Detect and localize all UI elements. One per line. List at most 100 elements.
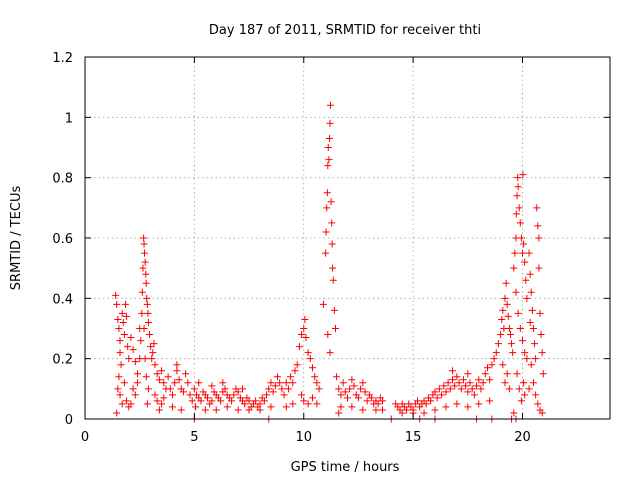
data-point bbox=[116, 391, 124, 399]
data-point bbox=[256, 400, 264, 408]
data-point bbox=[368, 394, 376, 402]
x-tick-label: 15 bbox=[405, 430, 422, 445]
y-tick-label: 0 bbox=[65, 413, 73, 428]
data-point bbox=[186, 391, 194, 399]
data-point bbox=[414, 397, 421, 405]
data-point bbox=[515, 385, 523, 393]
data-point bbox=[127, 334, 135, 342]
data-point bbox=[267, 379, 275, 387]
data-point bbox=[519, 249, 526, 257]
data-point bbox=[325, 156, 333, 164]
y-tick-label: 1.2 bbox=[52, 51, 73, 66]
data-point bbox=[372, 406, 380, 414]
data-point bbox=[191, 403, 199, 411]
data-point bbox=[300, 397, 308, 405]
data-point bbox=[359, 406, 367, 414]
data-point bbox=[533, 204, 541, 212]
data-point bbox=[134, 379, 141, 387]
data-point bbox=[379, 406, 386, 414]
data-point bbox=[510, 409, 518, 417]
data-point bbox=[490, 355, 498, 363]
data-point bbox=[179, 388, 187, 396]
data-point bbox=[335, 409, 343, 417]
data-point bbox=[309, 364, 316, 372]
data-point bbox=[127, 400, 135, 408]
data-point bbox=[119, 318, 127, 326]
data-point bbox=[527, 288, 535, 296]
data-point bbox=[514, 183, 522, 191]
data-point bbox=[499, 361, 507, 369]
data-point bbox=[438, 391, 446, 399]
data-point bbox=[486, 397, 494, 405]
data-point bbox=[537, 331, 545, 339]
data-point bbox=[309, 394, 316, 402]
data-point bbox=[348, 376, 356, 384]
data-point bbox=[451, 382, 459, 390]
data-point bbox=[361, 388, 369, 396]
data-point bbox=[327, 198, 335, 206]
data-point bbox=[481, 370, 489, 378]
data-point bbox=[311, 373, 319, 381]
data-point bbox=[512, 288, 520, 296]
data-point bbox=[475, 376, 483, 384]
data-point bbox=[295, 343, 303, 351]
data-point bbox=[431, 388, 439, 396]
data-point bbox=[505, 385, 513, 393]
data-point bbox=[350, 382, 358, 390]
data-point bbox=[337, 403, 345, 411]
data-point bbox=[326, 134, 334, 142]
data-point bbox=[142, 373, 150, 381]
data-point bbox=[398, 409, 406, 417]
data-point bbox=[144, 385, 152, 393]
data-point bbox=[177, 406, 185, 414]
data-point bbox=[298, 331, 306, 339]
data-point bbox=[520, 240, 528, 248]
data-point bbox=[158, 367, 166, 375]
data-point bbox=[519, 171, 527, 179]
data-point bbox=[190, 385, 198, 393]
data-point bbox=[230, 391, 238, 399]
data-point bbox=[143, 400, 151, 408]
data-point bbox=[153, 397, 161, 405]
data-point bbox=[282, 403, 290, 411]
data-point bbox=[348, 403, 356, 411]
data-point bbox=[449, 367, 456, 375]
data-point bbox=[538, 349, 546, 357]
data-point bbox=[440, 382, 448, 390]
data-point bbox=[155, 406, 163, 414]
data-point bbox=[123, 397, 131, 405]
data-point bbox=[125, 355, 133, 363]
data-point bbox=[526, 318, 534, 326]
data-point bbox=[526, 270, 534, 278]
data-point bbox=[486, 376, 494, 384]
data-point bbox=[466, 379, 474, 387]
data-point bbox=[322, 228, 330, 236]
data-point bbox=[217, 397, 225, 405]
data-point bbox=[513, 192, 521, 200]
data-point bbox=[131, 358, 139, 366]
data-point bbox=[313, 379, 321, 387]
data-point bbox=[160, 379, 168, 387]
data-point bbox=[457, 385, 465, 393]
data-point bbox=[278, 385, 286, 393]
data-point bbox=[141, 258, 149, 266]
data-point bbox=[124, 343, 132, 351]
data-point bbox=[155, 376, 163, 384]
data-point bbox=[477, 385, 485, 393]
y-tick-label: 0.2 bbox=[52, 353, 73, 368]
data-point bbox=[468, 385, 476, 393]
data-point bbox=[464, 403, 472, 411]
data-point bbox=[532, 355, 540, 363]
data-point bbox=[144, 318, 152, 326]
data-point bbox=[455, 379, 463, 387]
data-point bbox=[328, 240, 336, 248]
axis-ticks: 0 5 10 15 20 0 0.2 0.4 0.6 0.8 1 1.2 bbox=[52, 51, 610, 445]
data-point bbox=[112, 291, 120, 299]
data-point bbox=[498, 315, 506, 323]
data-point bbox=[269, 388, 277, 396]
data-point bbox=[509, 349, 517, 357]
data-point bbox=[241, 400, 249, 408]
data-point bbox=[335, 385, 343, 393]
data-point bbox=[475, 400, 483, 408]
data-point bbox=[301, 315, 309, 323]
